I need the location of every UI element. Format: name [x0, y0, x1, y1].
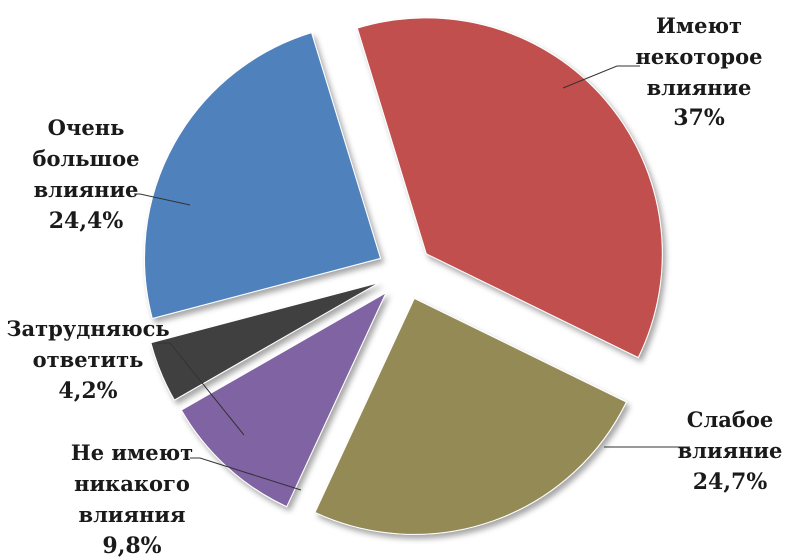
pie-slice-4 [150, 282, 380, 401]
slice-label-line: влияния [79, 502, 186, 527]
leader-line-3 [190, 457, 302, 491]
slice-label-line: Затрудняюсь [6, 316, 169, 341]
slice-value-label: 9,8% [102, 533, 161, 558]
slice-label-line: Не имеют [71, 440, 193, 465]
slice-label-line: Очень [48, 115, 125, 140]
slice-value-label: 4,2% [58, 378, 117, 404]
slice-value-label: 24,7% [693, 469, 768, 495]
slice-label-line: влияние [678, 438, 783, 463]
slice-label-line: некоторое [636, 44, 763, 69]
slice-label-line: большое [32, 146, 139, 171]
slice-label-line: Имеют [656, 13, 742, 38]
slice-label-5: Очень большое влияние 24,4% [32, 115, 139, 234]
slice-label-2: Слабое влияние 24,7% [678, 407, 783, 495]
slice-label-line: ответить [33, 347, 144, 372]
leader-line-5 [134, 193, 191, 206]
pie-slice-5 [144, 32, 382, 320]
leader-line-1 [562, 65, 640, 89]
slice-label-1: Имеют некоторое влияние 37% [636, 13, 763, 131]
slice-label-4: Затрудняюсь ответить 4,2% [6, 316, 169, 404]
slice-value-label: 37% [673, 105, 725, 131]
slice-labels: Имеют некоторое влияние 37% Слабое влияние 24,… [6, 13, 782, 558]
slice-label-line: никакого [74, 471, 190, 496]
leader-lines [134, 65, 690, 491]
pie-slice-1 [356, 17, 663, 359]
pie-slice-2 [314, 297, 628, 535]
slice-label-line: влияние [34, 177, 139, 202]
pie-slices [144, 17, 663, 535]
slice-label-line: Слабое [687, 407, 774, 432]
slice-label-3: Не имеют никакого влияния 9,8% [71, 440, 193, 558]
leader-line-4 [156, 342, 245, 436]
slice-label-line: влияние [647, 75, 752, 100]
slice-value-label: 24,4% [49, 208, 124, 234]
